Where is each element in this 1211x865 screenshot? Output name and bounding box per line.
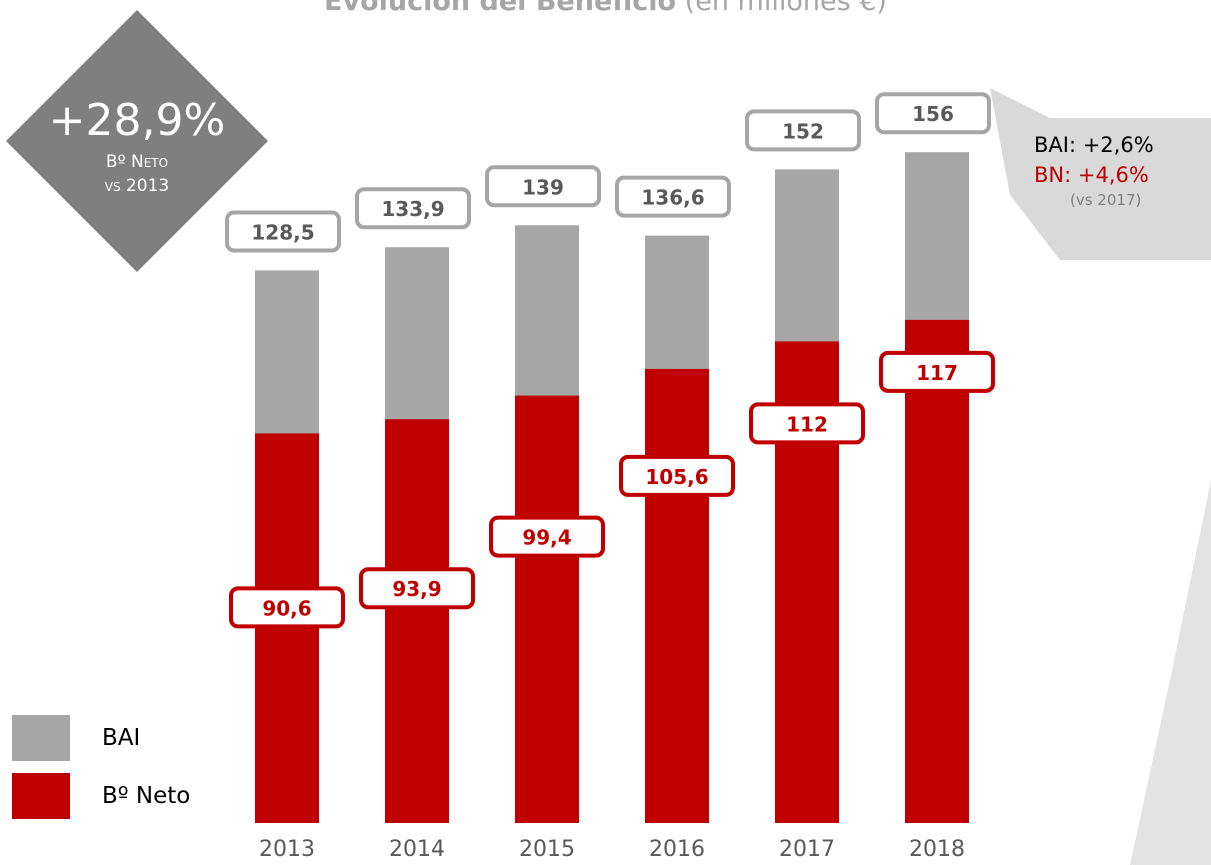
- label-bai-2017: 152: [782, 119, 824, 143]
- x-axis-ticks: 2013 2014 2015 2016 2017 2018: [259, 837, 965, 862]
- x-tick-2017: 2017: [779, 837, 835, 862]
- chart-title-rest: (en millones €): [676, 0, 887, 17]
- decor-shape: [1130, 480, 1211, 865]
- growth-badge-diamond: [6, 10, 268, 272]
- growth-badge-value: +28,9%: [48, 95, 226, 146]
- label-box-neto-2017: [749, 402, 865, 445]
- label-box-bai-2013: [225, 210, 341, 253]
- label-box-neto-2013: [229, 586, 345, 629]
- chart-title-bold: Evolución del Beneficio: [324, 0, 677, 17]
- callout-vs: (vs 2017): [1070, 191, 1142, 209]
- label-box-neto-2015: [489, 515, 605, 558]
- label-neto-2016: 105,6: [645, 465, 708, 489]
- callout-tail: [990, 88, 1211, 260]
- growth-badge: +28,9% Bº Neto vs 2013: [6, 10, 268, 272]
- x-tick-2013: 2013: [259, 837, 315, 862]
- label-neto-2014: 93,9: [392, 577, 441, 601]
- bars-group: [255, 152, 969, 824]
- label-box-neto-2014: [359, 567, 475, 610]
- x-tick-2014: 2014: [389, 837, 445, 862]
- chart-title: Evolución del Beneficio (en millones €): [0, 0, 1211, 17]
- callout-bn: BN: +4,6%: [1034, 163, 1149, 187]
- growth-callout: BAI: +2,6% BN: +4,6% (vs 2017): [1034, 130, 1194, 210]
- label-bai-2015: 139: [522, 175, 564, 199]
- label-box-neto-2018: [879, 350, 995, 393]
- callout-bai: BAI: +2,6%: [1034, 133, 1154, 157]
- x-tick-2016: 2016: [649, 837, 705, 862]
- bar-neto-2018: [905, 319, 969, 823]
- legend-swatch-bai: [12, 715, 70, 761]
- legend-swatch-neto: [12, 773, 70, 819]
- label-box-bai-2014: [355, 187, 471, 230]
- labels-group: 128,5 90,6 133,9 93,9 139 99,4 136,6 105,6 152 11…: [225, 92, 995, 629]
- label-neto-2018: 117: [916, 361, 958, 385]
- label-box-neto-2016: [619, 454, 735, 497]
- label-box-bai-2018: [875, 92, 991, 135]
- legend-label-bai: BAI: [102, 725, 141, 751]
- growth-badge-line1: Bº Neto: [105, 152, 169, 172]
- label-bai-2014: 133,9: [381, 197, 444, 221]
- legend-item-neto: Bº Neto: [12, 773, 232, 831]
- legend-label-neto: Bº Neto: [102, 783, 191, 809]
- label-box-bai-2016: [615, 175, 731, 218]
- label-box-bai-2015: [485, 165, 601, 208]
- bar-neto-2015: [515, 395, 579, 823]
- label-neto-2013: 90,6: [262, 596, 311, 620]
- label-neto-2015: 99,4: [522, 526, 571, 550]
- label-neto-2017: 112: [786, 412, 828, 436]
- bar-neto-2016: [645, 368, 709, 823]
- bar-neto-2014: [385, 419, 449, 823]
- legend-item-bai: BAI: [12, 715, 232, 773]
- x-tick-2018: 2018: [909, 837, 965, 862]
- label-bai-2016: 136,6: [641, 186, 704, 210]
- growth-badge-line2: vs 2013: [104, 176, 170, 196]
- x-tick-2015: 2015: [519, 837, 575, 862]
- growth-badge-caption: Bº Neto vs 2013: [6, 150, 268, 198]
- label-bai-2013: 128,5: [251, 220, 314, 244]
- legend: BAI Bº Neto: [12, 715, 232, 831]
- label-bai-2018: 156: [912, 102, 954, 126]
- label-box-bai-2017: [745, 109, 861, 152]
